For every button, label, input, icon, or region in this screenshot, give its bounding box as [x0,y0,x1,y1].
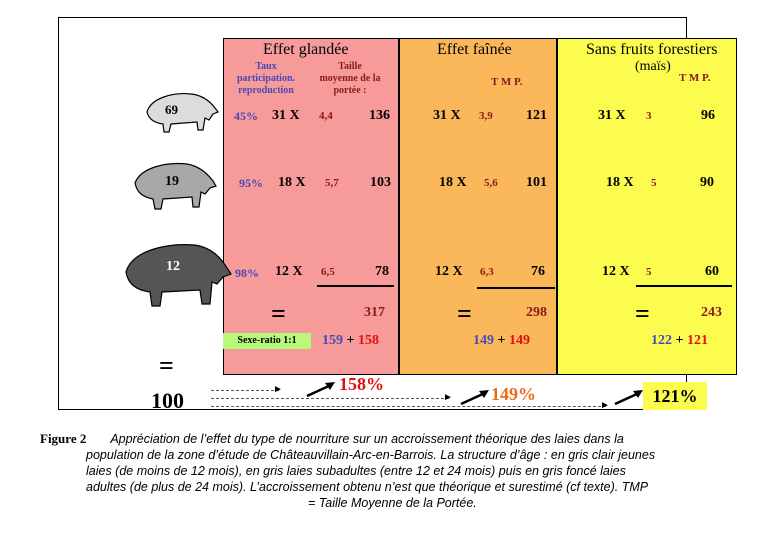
percentage-sans-fruits: 121% [643,382,707,410]
c3-mult-row1: 31 X [598,108,626,123]
caption-line4: adultes (de plus de 24 mois). L’accroiss… [86,480,649,494]
subheader-taille: Taille moyenne de la portée : [319,61,381,96]
boar-label-69: 69 [165,102,179,117]
arrow-icon [614,390,643,406]
figure-caption: Figure 2 Appréciation de l’effet du type … [40,431,740,511]
total-fainee: 298 [526,305,547,320]
c1-val-row3: 78 [375,264,389,279]
c3-val-row1: 96 [701,108,715,123]
c1-val-row1: 136 [369,108,390,123]
c1-mult-row2: 18 X [278,175,306,190]
arrow-icon: ► [600,400,610,411]
dashed-line [211,406,606,407]
boar-label-12: 12 [166,259,180,274]
boar-icon: 12 [125,244,232,307]
c2-mult-row2: 18 X [439,175,467,190]
c3-tmp-row3: 5 [646,266,652,278]
split-fainee: 149 + 149 [473,333,530,348]
base-value: 100 [151,388,184,413]
column-glandee [223,38,399,375]
equals-sans-fruits: = [635,299,650,328]
split-sans-fruits: 122 + 121 [651,333,708,348]
caption-line3: laies (de moins de 12 mois), en gris lai… [86,464,626,478]
c2-tmp-row2: 5,6 [484,177,498,189]
c2-val-row3: 76 [531,264,545,279]
boar-icon: 69 [146,93,219,133]
arrow-icon: ► [273,384,283,395]
c2-val-row2: 101 [526,175,547,190]
percentage-fainee: 149% [491,384,536,404]
c1-mult-row3: 12 X [275,264,303,279]
c2-tmp-row1: 3,9 [479,110,493,122]
dashed-line [211,390,279,391]
c2-tmp-row3: 6,3 [480,266,494,278]
c2-mult-row3: 12 X [435,264,463,279]
boar-label-19: 19 [165,174,179,189]
caption-line2: population de la zone d’étude de Château… [86,448,656,462]
equals-fainee: = [457,299,472,328]
column-sans-fruits [557,38,737,375]
c3-mult-row3: 12 X [602,264,630,279]
sum-line-sans-fruits [636,285,732,287]
c3-val-row3: 60 [705,264,719,279]
c3-tmp-row1: 3 [646,110,652,122]
column-fainee [399,38,557,375]
c3-tmp-row2: 5 [651,177,657,189]
c1-val-row2: 103 [370,175,391,190]
c2-mult-row1: 31 X [433,108,461,123]
header-fainee: Effet faînée [437,41,512,58]
equals-glandee: = [271,299,286,328]
subheader-tmp-sans-fruits: T M P. [679,72,711,84]
c1-tmp-row1: 4,4 [319,110,333,122]
subheader-tmp-fainee: T M P. [491,76,523,88]
dashed-line [211,398,449,399]
c1-tmp-row3: 6,5 [321,266,335,278]
header-glandee: Effet glandée [263,41,349,58]
taux-row3: 98% [235,266,259,280]
arrow-icon: ► [443,392,453,403]
c3-mult-row2: 18 X [606,175,634,190]
boar-icon: 19 [134,162,217,210]
arrow-icon [460,390,489,406]
split-glandee: 159 + 158 [322,333,379,348]
subheader-taux: Taux participation. reproduction [236,61,296,96]
sum-line-glandee [317,285,394,287]
taux-row1: 45% [234,109,258,123]
header-sans-fruits: Sans fruits forestiers [586,41,718,58]
sexe-ratio-label: Sexe-ratio 1:1 [223,333,311,349]
arrow-icon [306,382,335,398]
caption-line1: Appréciation de l’effet du type de nourr… [110,432,624,446]
total-sans-fruits: 243 [701,305,722,320]
total-glandee: 317 [364,305,385,320]
figure-frame: Effet glandée Effet faînée Sans fruits f… [58,17,737,413]
c1-mult-row1: 31 X [272,108,300,123]
header-mais: (maïs) [635,59,671,74]
sum-line-fainee [477,287,555,289]
caption-label: Figure 2 [40,431,87,446]
caption-line5: = Taille Moyenne de la Portée. [308,496,477,510]
c2-val-row1: 121 [526,108,547,123]
percentage-glandee: 158% [339,374,384,394]
c1-tmp-row2: 5,7 [325,177,339,189]
equals-base: = [159,351,174,380]
taux-row2: 95% [239,176,263,190]
c3-val-row2: 90 [700,175,714,190]
